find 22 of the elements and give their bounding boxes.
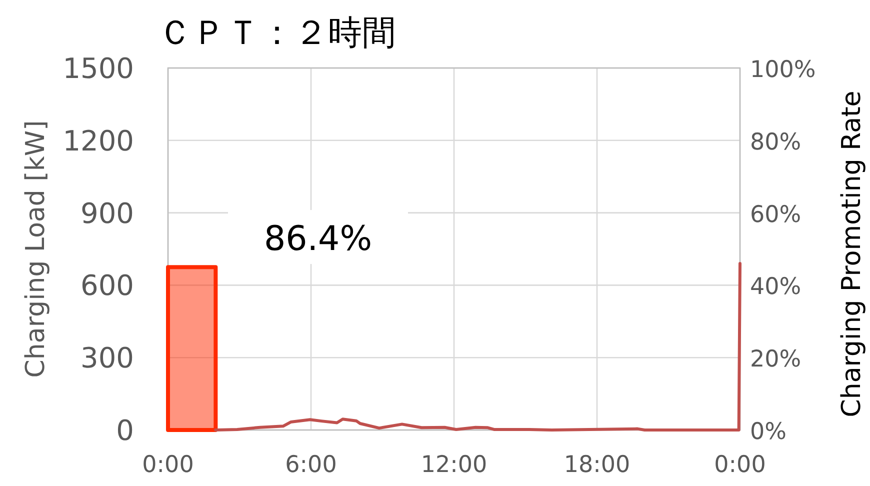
y-tick-label: 300 [80, 342, 134, 375]
y2-tick-label: 40% [750, 274, 802, 300]
y-tick-label: 900 [80, 196, 134, 230]
annotation: 86.4% [264, 219, 372, 259]
line-series [214, 262, 742, 432]
x-tick-label: 0:00 [142, 452, 194, 478]
x-tick-label: 12:00 [420, 452, 488, 478]
y2-tick-label: 20% [750, 346, 802, 373]
x-tick-label: 6:00 [285, 452, 337, 478]
y-tick-label: 600 [80, 269, 134, 302]
y-axis-title: Charging Load [kW] [21, 120, 51, 378]
x-tick-label: 0:00 [714, 452, 766, 478]
y2-tick-label: 0% [750, 419, 786, 445]
y-tick-label: 1500 [62, 52, 134, 85]
y2-axis-title: Charging Promoting Rate [837, 90, 867, 418]
y-tick-label: 0 [116, 414, 134, 447]
x-tick-label: 18:00 [564, 452, 630, 478]
y-tick-label: 1200 [62, 124, 134, 158]
y2-tick-label: 80% [750, 129, 802, 156]
y2-tick-label: 100% [750, 57, 816, 83]
chart-title: ＣＰＴ：２時間 [158, 13, 396, 53]
y2-tick-label: 60% [750, 202, 802, 228]
